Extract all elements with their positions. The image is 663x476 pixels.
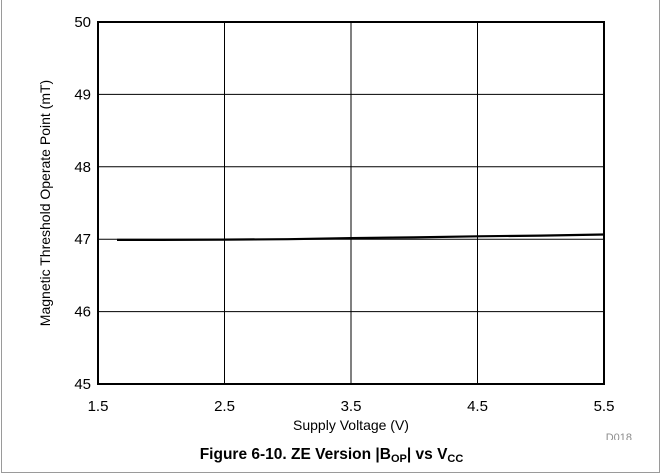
y-tick-label: 46 [74, 304, 91, 321]
y-tick-label: 48 [74, 159, 91, 176]
chart: 45 46 47 48 49 50 1.5 2.5 3.5 4.5 5.5 Supply Volt… [37, 14, 632, 440]
figure-code: D018 [606, 432, 632, 440]
x-tick-label: 2.5 [214, 398, 235, 415]
y-tick-label: 49 [74, 86, 91, 103]
caption-subscript-op: OP [390, 453, 407, 465]
caption-subscript-cc: CC [447, 453, 464, 465]
y-tick-label: 45 [74, 376, 91, 393]
x-tick-label: 3.5 [341, 398, 362, 415]
y-axis-label: Magnetic Threshold Operate Point (mT) [37, 80, 53, 326]
x-axis-label: Supply Voltage (V) [293, 417, 409, 433]
figure-caption: Figure 6-10. ZE Version |BOP| vs VCC [0, 446, 663, 465]
y-tick-label: 50 [74, 14, 91, 31]
grid-lines [97, 21, 605, 385]
x-tick-label: 5.5 [594, 398, 615, 415]
y-tick-labels: 45 46 47 48 49 50 [74, 14, 91, 393]
series-line [117, 233, 605, 241]
y-tick-label: 47 [74, 231, 91, 248]
caption-prefix: Figure 6-10. ZE Version |B [199, 446, 391, 463]
x-tick-labels: 1.5 2.5 3.5 4.5 5.5 [88, 398, 615, 415]
plot-area [97, 21, 605, 385]
x-tick-label: 4.5 [467, 398, 488, 415]
caption-middle: | vs V [406, 446, 448, 463]
x-tick-label: 1.5 [88, 398, 109, 415]
